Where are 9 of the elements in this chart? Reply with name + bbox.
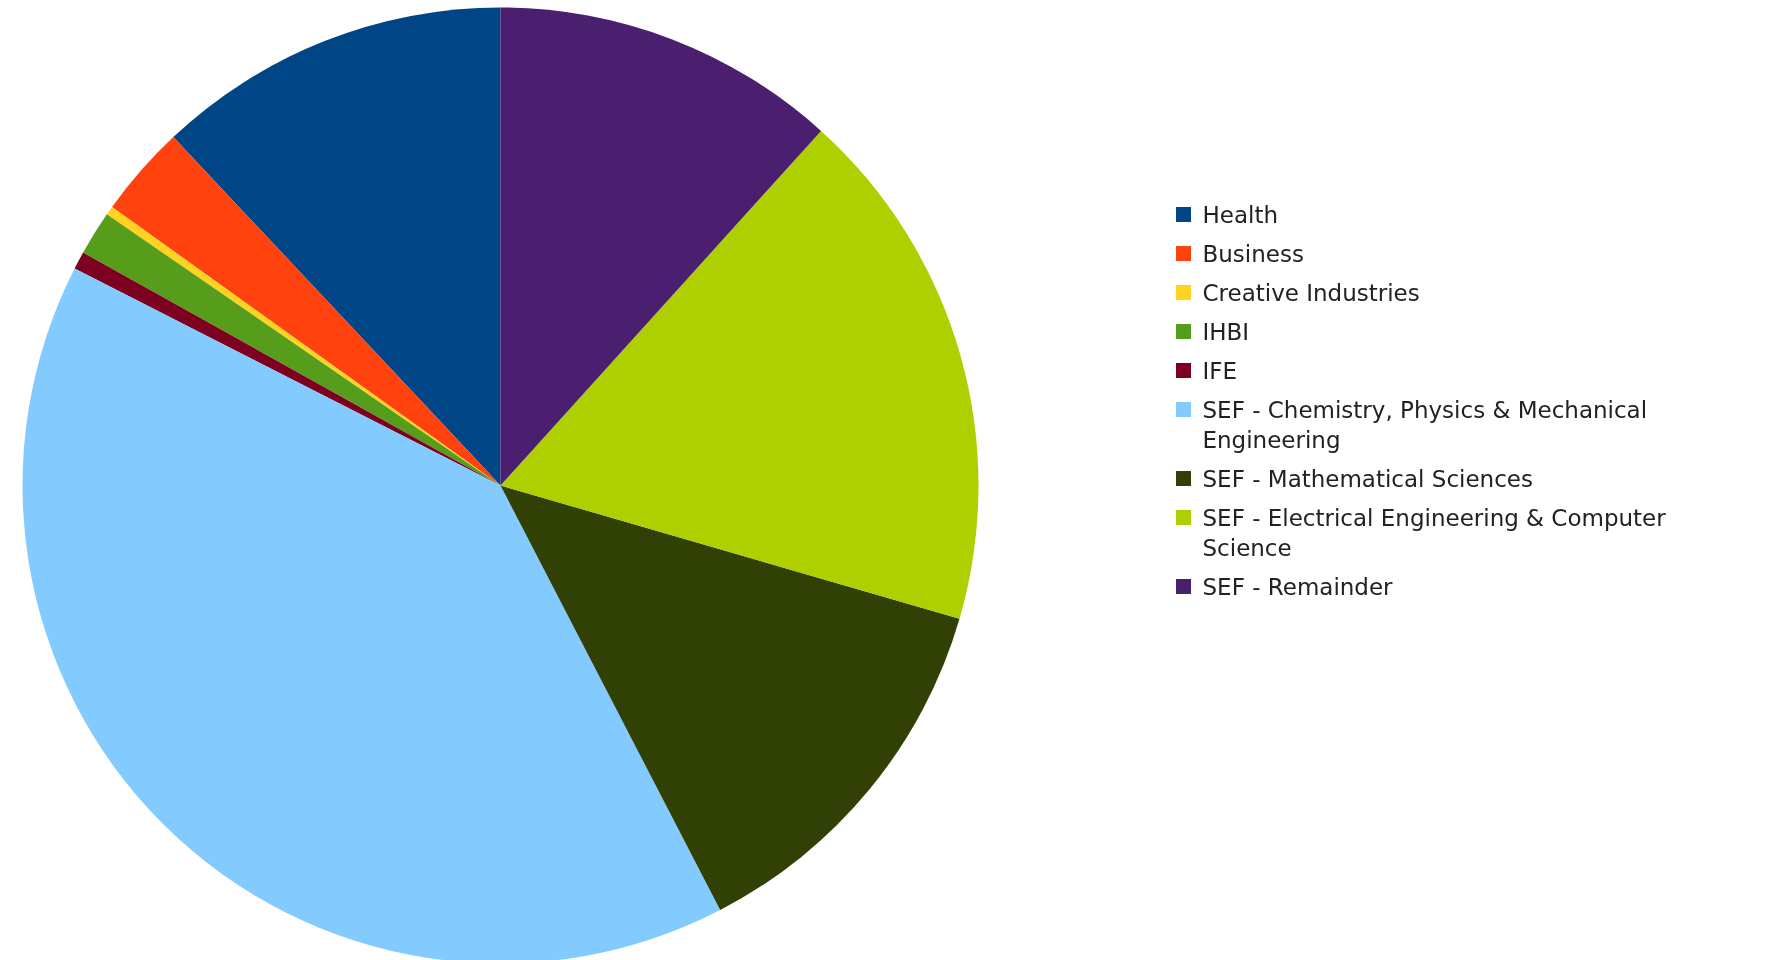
legend-label: Health bbox=[1202, 201, 1279, 228]
legend-label: SEF - Electrical Engineering & Computer Science bbox=[1202, 504, 1667, 561]
legend-label: Creative Industries bbox=[1202, 279, 1420, 306]
legend-label: IHBI bbox=[1202, 318, 1250, 345]
legend-label: SEF - Mathematical Sciences bbox=[1202, 465, 1533, 492]
legend-label: SEF - Remainder bbox=[1202, 573, 1394, 600]
legend-label: IFE bbox=[1202, 357, 1238, 384]
legend-label: SEF - Chemistry, Physics & Mechanical Engineering bbox=[1202, 396, 1648, 453]
legend-label: Business bbox=[1202, 240, 1304, 267]
